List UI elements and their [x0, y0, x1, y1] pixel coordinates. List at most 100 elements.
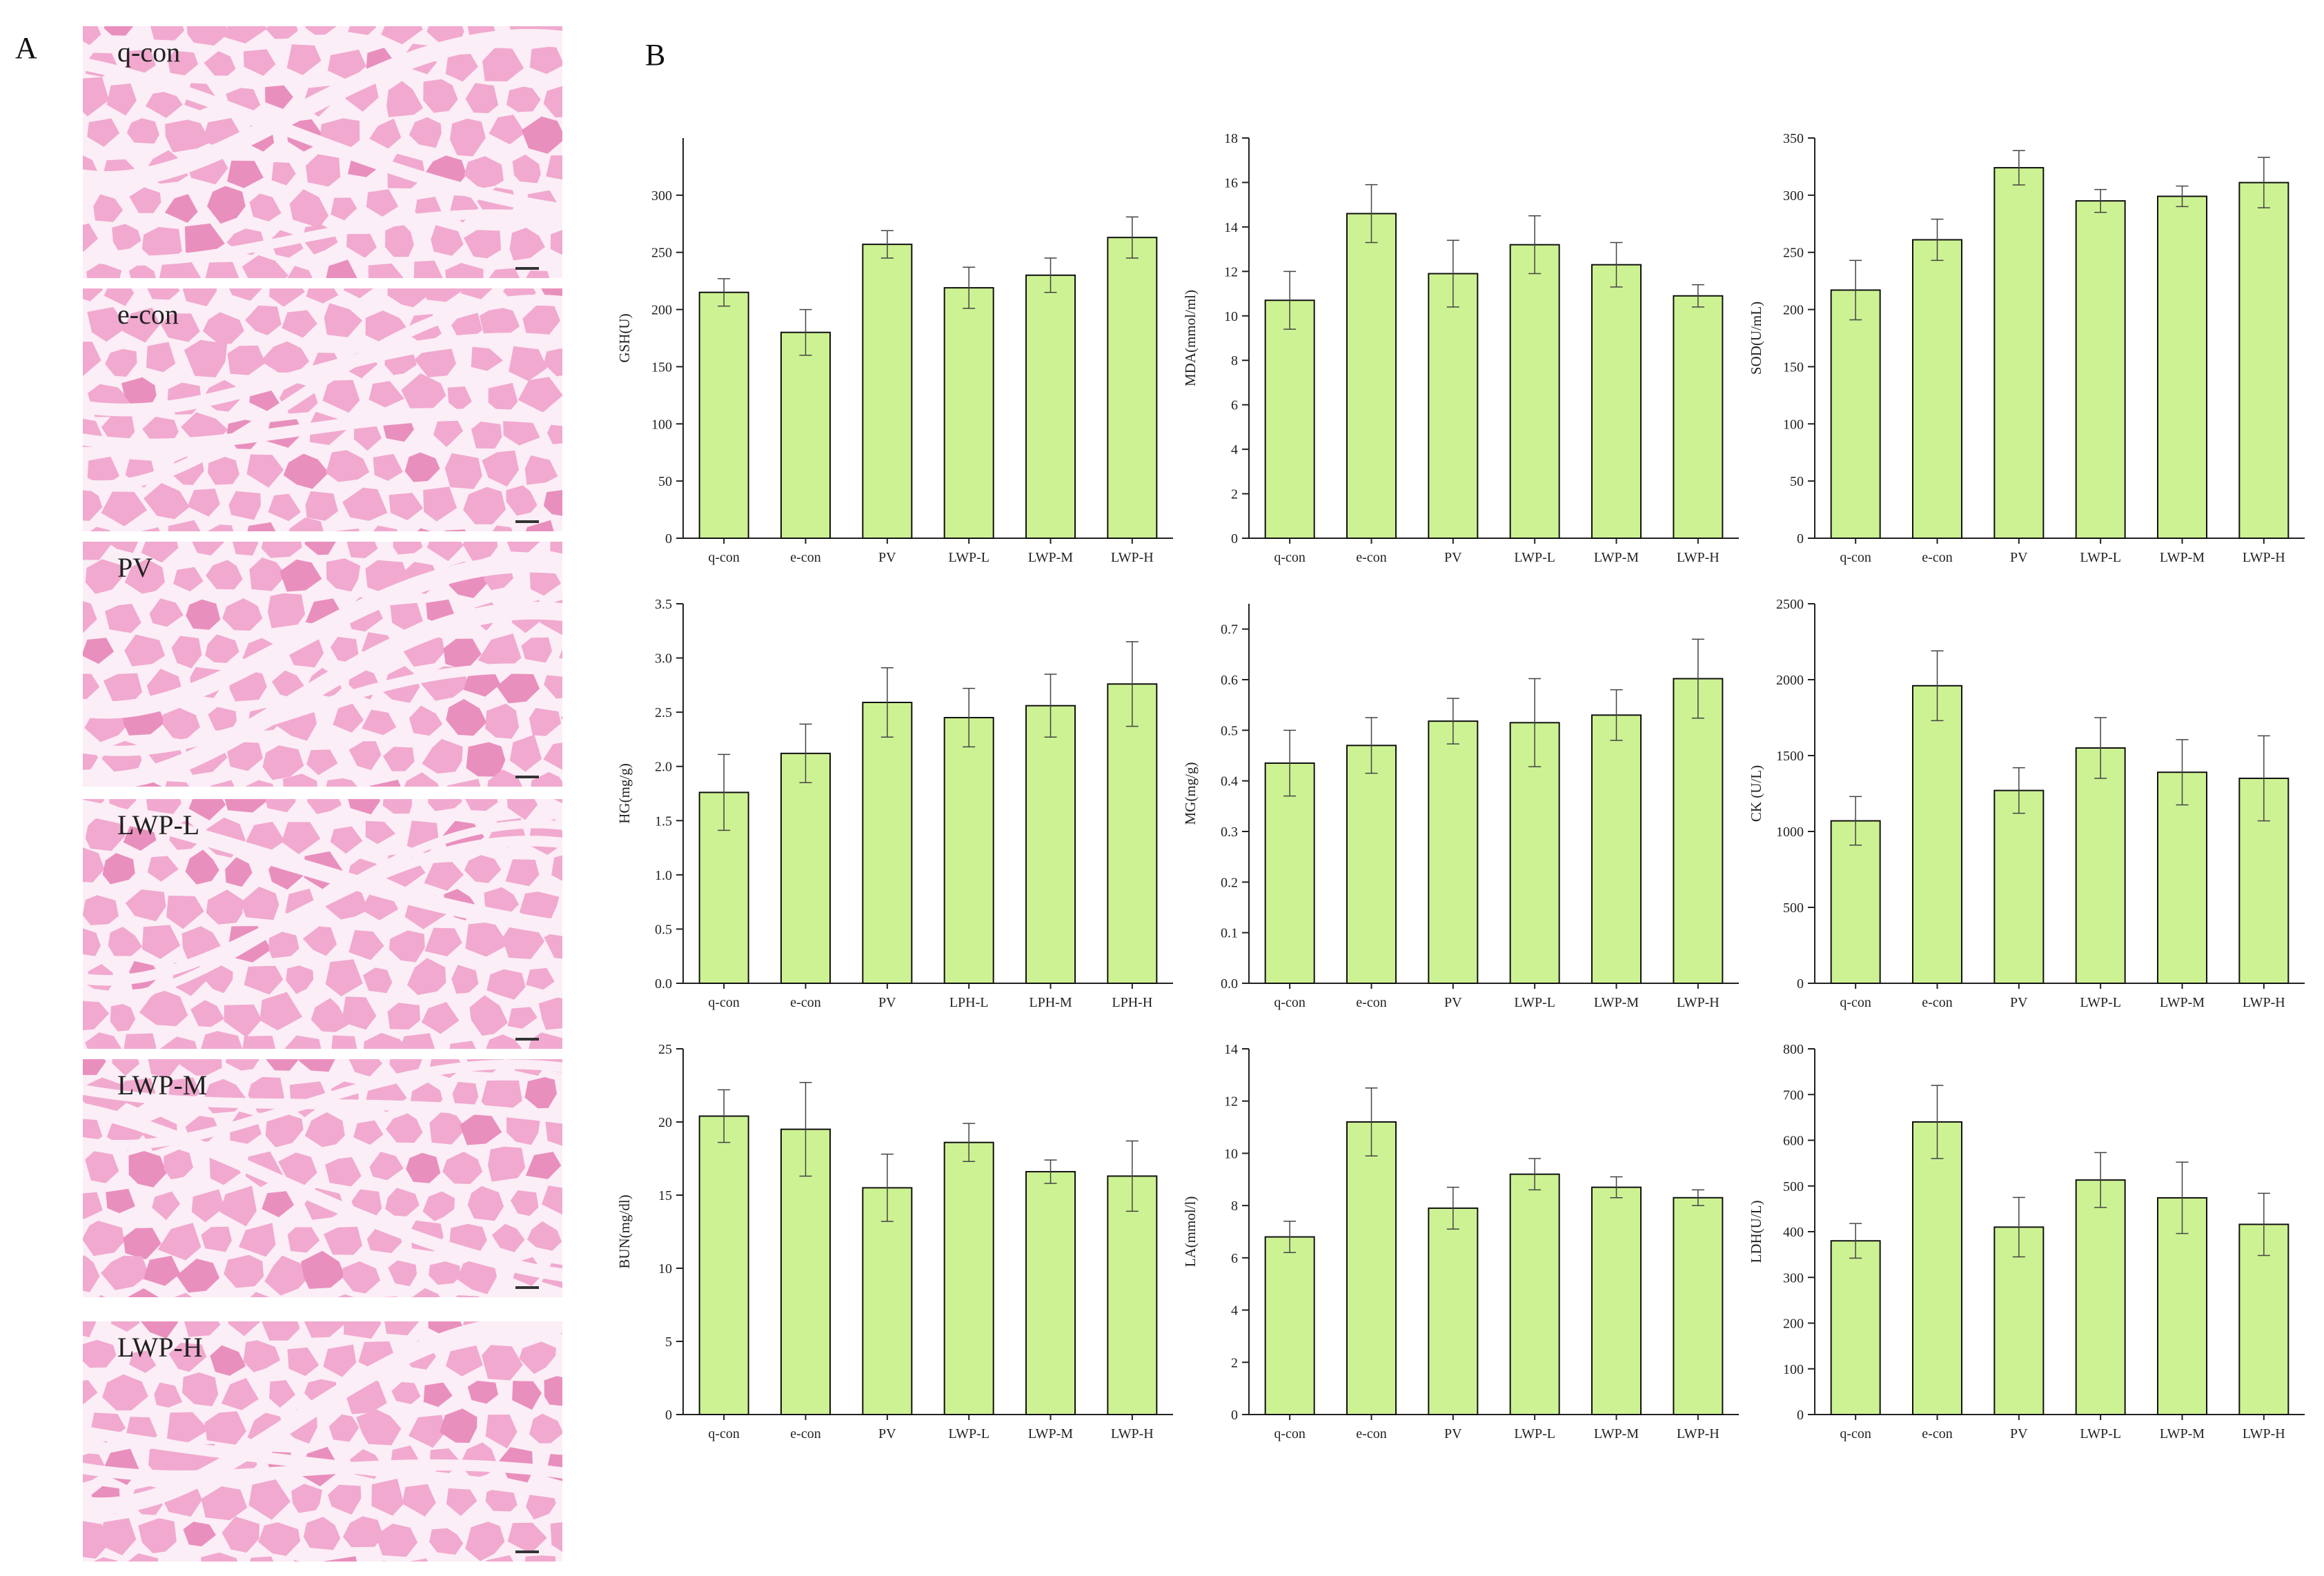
bar — [2157, 195, 2207, 539]
bar-chart-canvas: 0 50 100 150 200 250 300 GSH(U) q-con e-con PV LWP-… — [616, 138, 1173, 565]
x-tick-label: e-con — [1922, 1426, 1952, 1441]
y-tick-label: 0 — [1797, 1408, 1804, 1423]
bar — [1830, 1240, 1881, 1415]
bar — [943, 287, 994, 539]
y-tick-label: 14 — [1224, 1042, 1238, 1057]
bar — [1025, 274, 1076, 539]
bar — [1591, 264, 1642, 540]
x-tick-label: LWP-M — [2160, 550, 2205, 565]
bar — [1025, 705, 1076, 984]
bar-chart: 0 5 10 15 20 25 BUN(mg/dl) q-con e-con PV LWP-L LWP… — [593, 1035, 1187, 1463]
y-tick-label: 800 — [1783, 1042, 1804, 1057]
bar — [1673, 1196, 1724, 1416]
y-tick-label: 8 — [1231, 353, 1238, 368]
histology-image: PV — [83, 542, 562, 787]
x-tick-label: q-con — [708, 1426, 740, 1441]
bar — [2075, 747, 2126, 984]
y-tick-label: 0 — [1797, 531, 1804, 546]
bar-chart-canvas: 0 100 200 300 400 500 600 700 800 LDH(U/L) q-con e-… — [1748, 1042, 2305, 1441]
x-tick-label: q-con — [1274, 995, 1306, 1010]
histology-group-label: LWP-L — [117, 809, 200, 840]
bar — [1912, 684, 1962, 985]
y-tick-label: 5 — [665, 1334, 672, 1350]
y-tick-label: 500 — [1783, 1179, 1804, 1194]
x-tick-label: PV — [878, 550, 896, 565]
y-tick-label: 100 — [1783, 1362, 1804, 1377]
histology-image: q-con — [83, 26, 562, 278]
y-axis-label: HG(mg/g) — [616, 763, 633, 824]
y-tick-label: 3.0 — [655, 651, 672, 667]
bar — [1428, 273, 1479, 540]
y-tick-label: 20 — [658, 1115, 672, 1130]
y-tick-label: 12 — [1224, 1094, 1238, 1110]
y-axis-label: CK (U/L) — [1748, 765, 1764, 822]
x-tick-label: LPH-M — [1029, 995, 1072, 1010]
x-tick-label: q-con — [1274, 1426, 1306, 1441]
y-tick-label: 2 — [1231, 1355, 1238, 1370]
y-tick-label: 12 — [1224, 264, 1238, 279]
bar-chart-canvas: 0.0 0.1 0.2 0.3 0.4 0.5 0.6 0.7 MG(mg/g) q-con e-c… — [1182, 604, 1739, 1010]
bar-chart-canvas: 0.0 0.5 1.0 1.5 2.0 2.5 3.0 3.5 HG(mg/g) q-con e-c… — [616, 597, 1173, 1010]
scale-bar — [515, 1550, 539, 1553]
y-axis-label: LA(mmol/l) — [1182, 1196, 1199, 1268]
bar-chart-canvas: 0 5 10 15 20 25 BUN(mg/dl) q-con e-con PV LWP-L LWP… — [616, 1042, 1173, 1441]
y-tick-label: 10 — [1224, 1146, 1238, 1161]
y-tick-label: 0.5 — [655, 922, 672, 937]
bar — [2075, 200, 2126, 540]
bar — [1591, 1186, 1642, 1415]
bar — [1428, 1207, 1479, 1416]
y-tick-label: 6 — [1231, 398, 1238, 413]
x-tick-label: PV — [2010, 550, 2028, 565]
scale-bar — [515, 520, 539, 523]
bar — [862, 702, 913, 984]
y-axis-label: MG(mg/g) — [1182, 762, 1199, 825]
x-tick-label: e-con — [1356, 550, 1386, 565]
x-tick-label: e-con — [1356, 995, 1386, 1010]
y-tick-label: 150 — [1783, 359, 1804, 375]
x-tick-label: q-con — [1840, 1426, 1871, 1441]
x-tick-label: e-con — [790, 995, 820, 1010]
bar — [698, 1115, 749, 1416]
x-tick-label: e-con — [790, 1426, 820, 1441]
x-tick-label: PV — [1444, 995, 1462, 1010]
bar — [1428, 720, 1479, 984]
x-tick-label: LWP-L — [1514, 995, 1555, 1010]
x-tick-label: PV — [878, 1426, 896, 1441]
y-tick-label: 250 — [651, 246, 672, 261]
x-tick-label: PV — [1444, 1426, 1462, 1441]
bar — [862, 244, 913, 539]
y-tick-label: 300 — [1783, 1270, 1804, 1286]
y-tick-label: 0.7 — [1221, 622, 1238, 638]
x-tick-label: LWP-M — [2160, 1426, 2205, 1441]
bar — [1264, 1236, 1315, 1415]
y-tick-label: 2 — [1231, 487, 1238, 502]
x-tick-label: LWP-M — [1028, 550, 1073, 565]
muscle-section-graphic — [83, 542, 562, 787]
x-tick-label: q-con — [708, 995, 740, 1010]
bar — [1346, 1121, 1397, 1415]
scale-bar — [515, 1038, 539, 1041]
y-axis-label: SOD(U/mL) — [1748, 302, 1764, 375]
x-tick-label: q-con — [1274, 550, 1306, 565]
bar — [1591, 714, 1642, 984]
y-tick-label: 4 — [1231, 442, 1238, 457]
bar — [1912, 239, 1962, 539]
y-tick-label: 300 — [651, 188, 672, 204]
y-tick-label: 1.0 — [655, 868, 672, 883]
scale-bar — [515, 1286, 539, 1289]
bar-chart: 0 50 100 150 200 250 300 GSH(U) q-con e-con PV LWP-… — [593, 124, 1187, 587]
y-tick-label: 0.2 — [1221, 875, 1238, 890]
histology-group-label: e-con — [117, 299, 179, 330]
y-tick-label: 700 — [1783, 1087, 1804, 1103]
x-tick-label: PV — [2010, 1426, 2028, 1441]
bar — [698, 291, 749, 539]
bar — [780, 752, 831, 984]
bar — [1912, 1121, 1962, 1415]
x-tick-label: q-con — [708, 550, 740, 565]
x-tick-label: e-con — [1356, 1426, 1386, 1441]
bar — [1346, 213, 1397, 540]
x-tick-label: PV — [878, 995, 896, 1010]
x-tick-label: q-con — [1840, 995, 1871, 1010]
y-tick-label: 1500 — [1776, 749, 1804, 764]
muscle-section-graphic — [83, 1321, 562, 1562]
